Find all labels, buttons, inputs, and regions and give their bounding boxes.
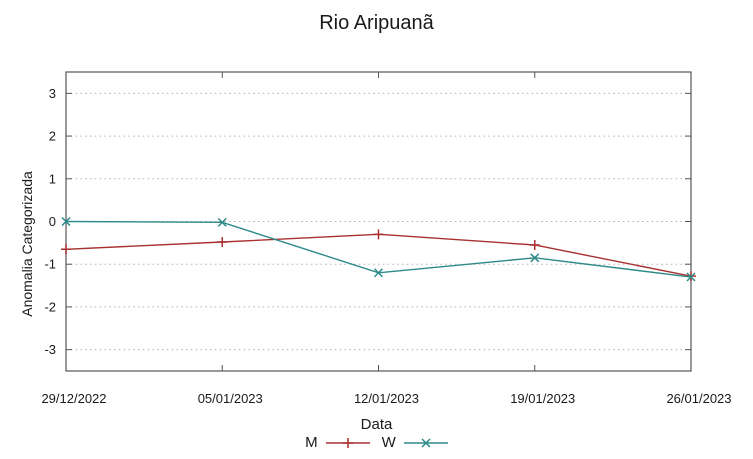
y-tick-label: -1 bbox=[44, 257, 56, 272]
legend-item-M: M bbox=[305, 434, 370, 451]
x-tick-label: 05/01/2023 bbox=[198, 391, 263, 406]
series-W-markers bbox=[61, 216, 696, 282]
cross-marker-icon bbox=[421, 437, 431, 448]
legend-sample-M bbox=[325, 437, 370, 448]
legend-sample-W bbox=[403, 437, 448, 448]
x-tick-label: 19/01/2023 bbox=[510, 391, 575, 406]
y-tick-label: 1 bbox=[49, 171, 56, 186]
y-tick-label: 3 bbox=[49, 86, 56, 101]
x-tick-label: 26/01/2023 bbox=[666, 391, 731, 406]
series-M-line bbox=[65, 233, 692, 277]
y-tick-label: -3 bbox=[44, 342, 56, 357]
plus-marker-icon bbox=[342, 437, 353, 448]
x-tick-label: 29/12/2022 bbox=[41, 391, 106, 406]
legend-item-W: W bbox=[382, 434, 448, 451]
y-tick-label: 0 bbox=[49, 214, 56, 229]
x-axis-label: Data bbox=[360, 416, 393, 433]
y-axis-label: Anomalia Categorizada bbox=[19, 171, 35, 317]
legend-label-W: W bbox=[381, 434, 396, 451]
x-tick-label: 12/01/2023 bbox=[354, 391, 419, 406]
y-tick-label: 2 bbox=[49, 129, 56, 144]
chart-title: Rio Aripuanã bbox=[319, 12, 434, 34]
y-tick-label: -2 bbox=[44, 299, 56, 314]
legend-label-M: M bbox=[305, 434, 318, 451]
